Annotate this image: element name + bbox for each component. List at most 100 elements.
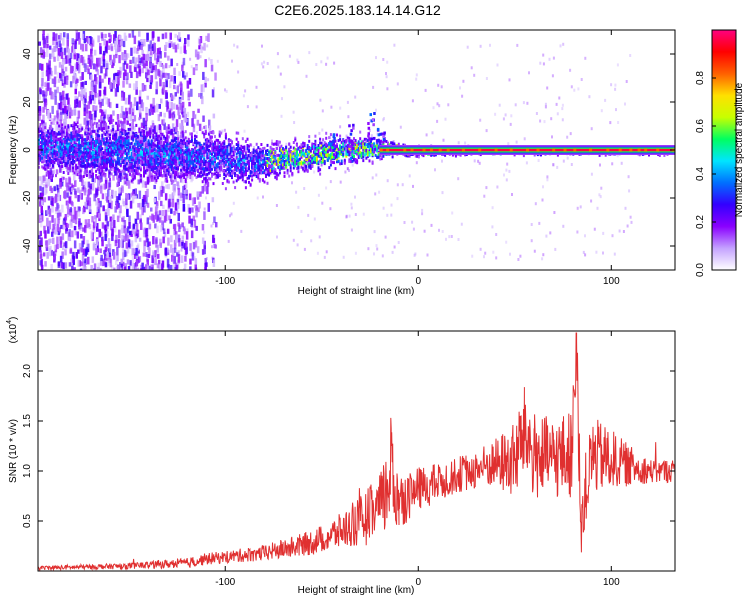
spectrogram-cell [45,149,48,153]
spectrogram-cell [200,45,203,54]
spectrogram-cell [129,101,133,110]
spectrogram-cell [308,51,311,55]
spectrogram-cell [68,150,71,154]
spectrogram-cell [60,224,63,229]
spectrogram-cell [48,132,51,136]
spectrogram-cell [64,241,68,249]
spectrogram-cell [85,147,88,151]
spectrogram-cell [145,195,148,204]
spectrogram-cell [206,138,209,142]
spectrogram-cell [166,152,169,156]
spectrogram-cell [163,159,166,163]
spectrogram-cell [131,30,135,38]
spectrogram-cell [148,241,151,246]
spectrogram-cell [118,229,121,239]
spectrogram-cell [99,43,102,51]
spectrogram-cell [158,152,161,155]
spectrogram-cell [76,146,79,150]
spectrogram-cell [177,222,180,227]
spectrogram-cell [127,163,130,167]
spectrogram-cell [187,155,190,159]
spectrogram-cell [192,164,195,168]
spectrogram-cell [132,153,135,157]
spectrogram-cell [112,142,115,145]
spectrogram-cell [173,161,176,165]
spectrogram-cell [153,164,156,168]
spectrogram-cell [56,86,59,94]
spectrogram-cell [206,172,209,176]
spectrogram-cell [180,168,183,172]
spectrogram-cell [124,139,127,142]
spectrogram-cell [95,136,98,140]
spectrogram-cell [47,109,50,119]
spectrogram-cell [59,158,62,162]
spectrogram-cell [138,106,142,115]
spectrogram-cell [143,195,147,202]
spectrogram-cell [183,263,187,269]
spectrogram-cell [381,254,384,258]
spectrogram-cell [170,41,173,47]
spectrogram-cell [90,81,93,91]
spectrogram-cell [161,174,164,178]
spectrogram-cell [116,183,119,187]
spectrogram-cell [47,226,50,234]
spectrogram-cell [495,233,498,236]
spectrogram-cell [160,155,162,158]
spectrogram-cell [176,85,180,94]
spectrogram-cell [66,192,69,198]
spectrogram-cell [613,252,616,256]
spectrogram-cell [545,234,548,238]
spectrogram-cell [628,189,631,193]
spectrogram-cell [203,172,206,176]
spectrogram-cell [176,202,180,209]
spectrogram-cell [148,247,151,256]
spectrogram-cell [566,135,569,139]
spectrogram-cell [50,200,53,205]
spectrogram-cell [73,71,76,79]
spectrogram-cell [157,259,161,265]
spectrogram-cell [122,150,125,154]
spectrogram-cell [82,142,85,146]
spectrogram-cell [59,129,62,133]
spectrogram-cell [194,158,196,162]
spectrogram-cell [205,176,209,182]
spectrogram-cell [112,135,115,138]
spectrogram-cell [183,176,186,179]
spectrogram-cell [107,150,110,154]
spectrogram-cell [84,63,87,73]
spectrogram-cell [181,91,184,101]
spectrogram-cell [227,152,230,156]
spectrogram-cell [213,216,216,224]
spectrogram-cell [206,148,209,152]
spectrogram-cell [96,167,99,171]
spectrogram-cell [121,224,124,234]
spectrogram-cell [113,136,116,140]
spectrogram-cell [206,161,209,165]
spectrogram-cell [313,170,316,174]
spectrogram-cell [72,144,74,148]
spectrogram-cell [107,158,110,162]
spectrogram-cell [44,186,47,196]
spectrogram-cell [42,150,45,154]
spectrogram-cell [192,67,196,76]
spectrogram-cell [127,115,131,121]
spectrogram-cell [187,166,190,170]
spectrogram-cell [187,148,190,152]
spectrogram-cell [195,141,198,145]
spectrogram-cell [551,135,553,139]
spectrogram-cell [190,151,193,154]
spectrogram-cell [175,148,178,152]
spectrogram-cell [208,125,212,131]
spectrogram-cell [59,143,62,147]
spectrogram-cell [70,146,73,150]
spectrogram-cell [200,174,203,178]
spectrogram-cell [195,225,198,231]
spectrogram-cell [321,109,324,113]
spectrogram-cell [167,170,170,174]
spectrogram-cell [205,262,208,267]
spectrogram-cell [184,38,187,45]
spectrogram-cell [53,150,56,154]
spectrogram-cell [177,144,179,148]
spectrogram-cell [105,97,108,105]
spectrogram-cell [181,144,184,148]
